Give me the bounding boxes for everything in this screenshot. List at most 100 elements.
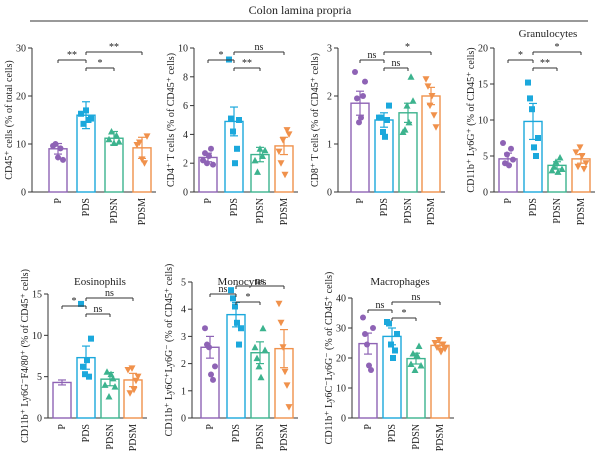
data-point [392,347,398,354]
data-point [435,337,443,344]
data-point [356,119,362,126]
significance-label: ** [109,42,119,53]
y-tick-label: 5 [181,278,186,289]
data-point [230,128,236,135]
data-point [141,160,148,167]
y-tick-label: 2 [181,359,186,370]
data-point [255,362,263,370]
significance-label: * [405,42,410,53]
significance-label: ns [376,300,385,311]
y-tick-label: 6 [183,101,188,112]
panel-title: Granulocytes [519,28,578,40]
x-tick-label: PDSN [255,198,266,224]
data-point [380,129,386,135]
data-point [57,145,64,152]
y-tick-label: 15 [32,290,42,301]
data-point [234,319,240,326]
y-tick-label: 20 [336,354,346,365]
x-tick-label: P [57,424,68,430]
x-tick-label: P [503,198,514,204]
significance-label: ns [94,304,103,315]
data-point [362,331,368,337]
data-point [259,152,266,159]
y-tick-label: 4 [181,305,186,316]
data-point [525,79,531,86]
data-point [424,83,432,90]
data-point [428,93,436,100]
data-point [535,135,541,141]
data-point [439,341,447,348]
data-point [582,160,590,167]
y-tick-label: 8 [183,72,188,83]
y-tick-label: 2 [327,92,332,103]
data-point [431,340,439,347]
x-tick-label: PDS [387,424,398,442]
panel-title: Monocytes [218,276,267,288]
data-point [208,371,214,378]
x-tick-label: PDS [231,424,242,442]
data-point [430,112,438,119]
data-point [554,168,562,175]
significance-label: * [518,50,523,61]
data-point [407,360,415,367]
data-point [103,368,111,375]
x-tick-label: P [355,198,366,204]
data-point [527,95,533,102]
data-point [578,153,586,160]
data-point [234,145,240,152]
data-point [115,138,123,145]
data-point [576,144,584,151]
significance-label: ns [368,50,377,61]
data-point [228,287,234,294]
data-point [382,133,388,140]
significance-label: * [98,58,103,69]
data-point [55,154,61,161]
x-tick-label: P [53,198,64,204]
data-point [138,156,146,163]
data-point [83,107,89,114]
x-tick-label: PDSN [552,198,563,224]
y-axis-label: CD4⁺ T cells (% of CD45⁺ cells) [166,53,177,187]
data-point [283,127,291,134]
data-point [556,153,564,161]
data-point [60,156,66,163]
data-point [134,373,142,381]
significance-label: * [402,308,407,319]
y-tick-label: 10 [336,384,346,395]
data-point [251,343,259,351]
y-axis-label: CD45⁺ cells (% of total cells) [4,60,15,179]
y-tick-label: 1 [327,140,332,151]
data-point [572,149,580,156]
y-tick-label: 30 [16,44,26,55]
data-point [437,349,445,356]
data-point [80,120,87,127]
data-point [251,156,259,164]
data-point [277,319,285,327]
bar-P [358,342,378,419]
x-tick-label: P [205,424,216,430]
data-point [254,168,261,175]
data-point [238,325,244,332]
data-point [259,324,267,332]
y-tick-label: 3 [181,332,186,343]
data-point [548,166,556,174]
data-point [236,341,242,348]
data-point [403,102,411,109]
data-point [88,335,94,342]
data-point [285,131,293,138]
data-point [101,381,109,388]
data-point [409,97,417,104]
data-point [533,153,539,159]
x-tick-label: PDSM [435,424,446,451]
data-point [386,102,392,109]
data-point [364,341,370,348]
bar-PDSN [104,137,124,193]
data-point [105,135,113,143]
data-point [202,325,208,332]
data-point [283,382,291,389]
x-tick-label: PDSM [576,198,587,225]
